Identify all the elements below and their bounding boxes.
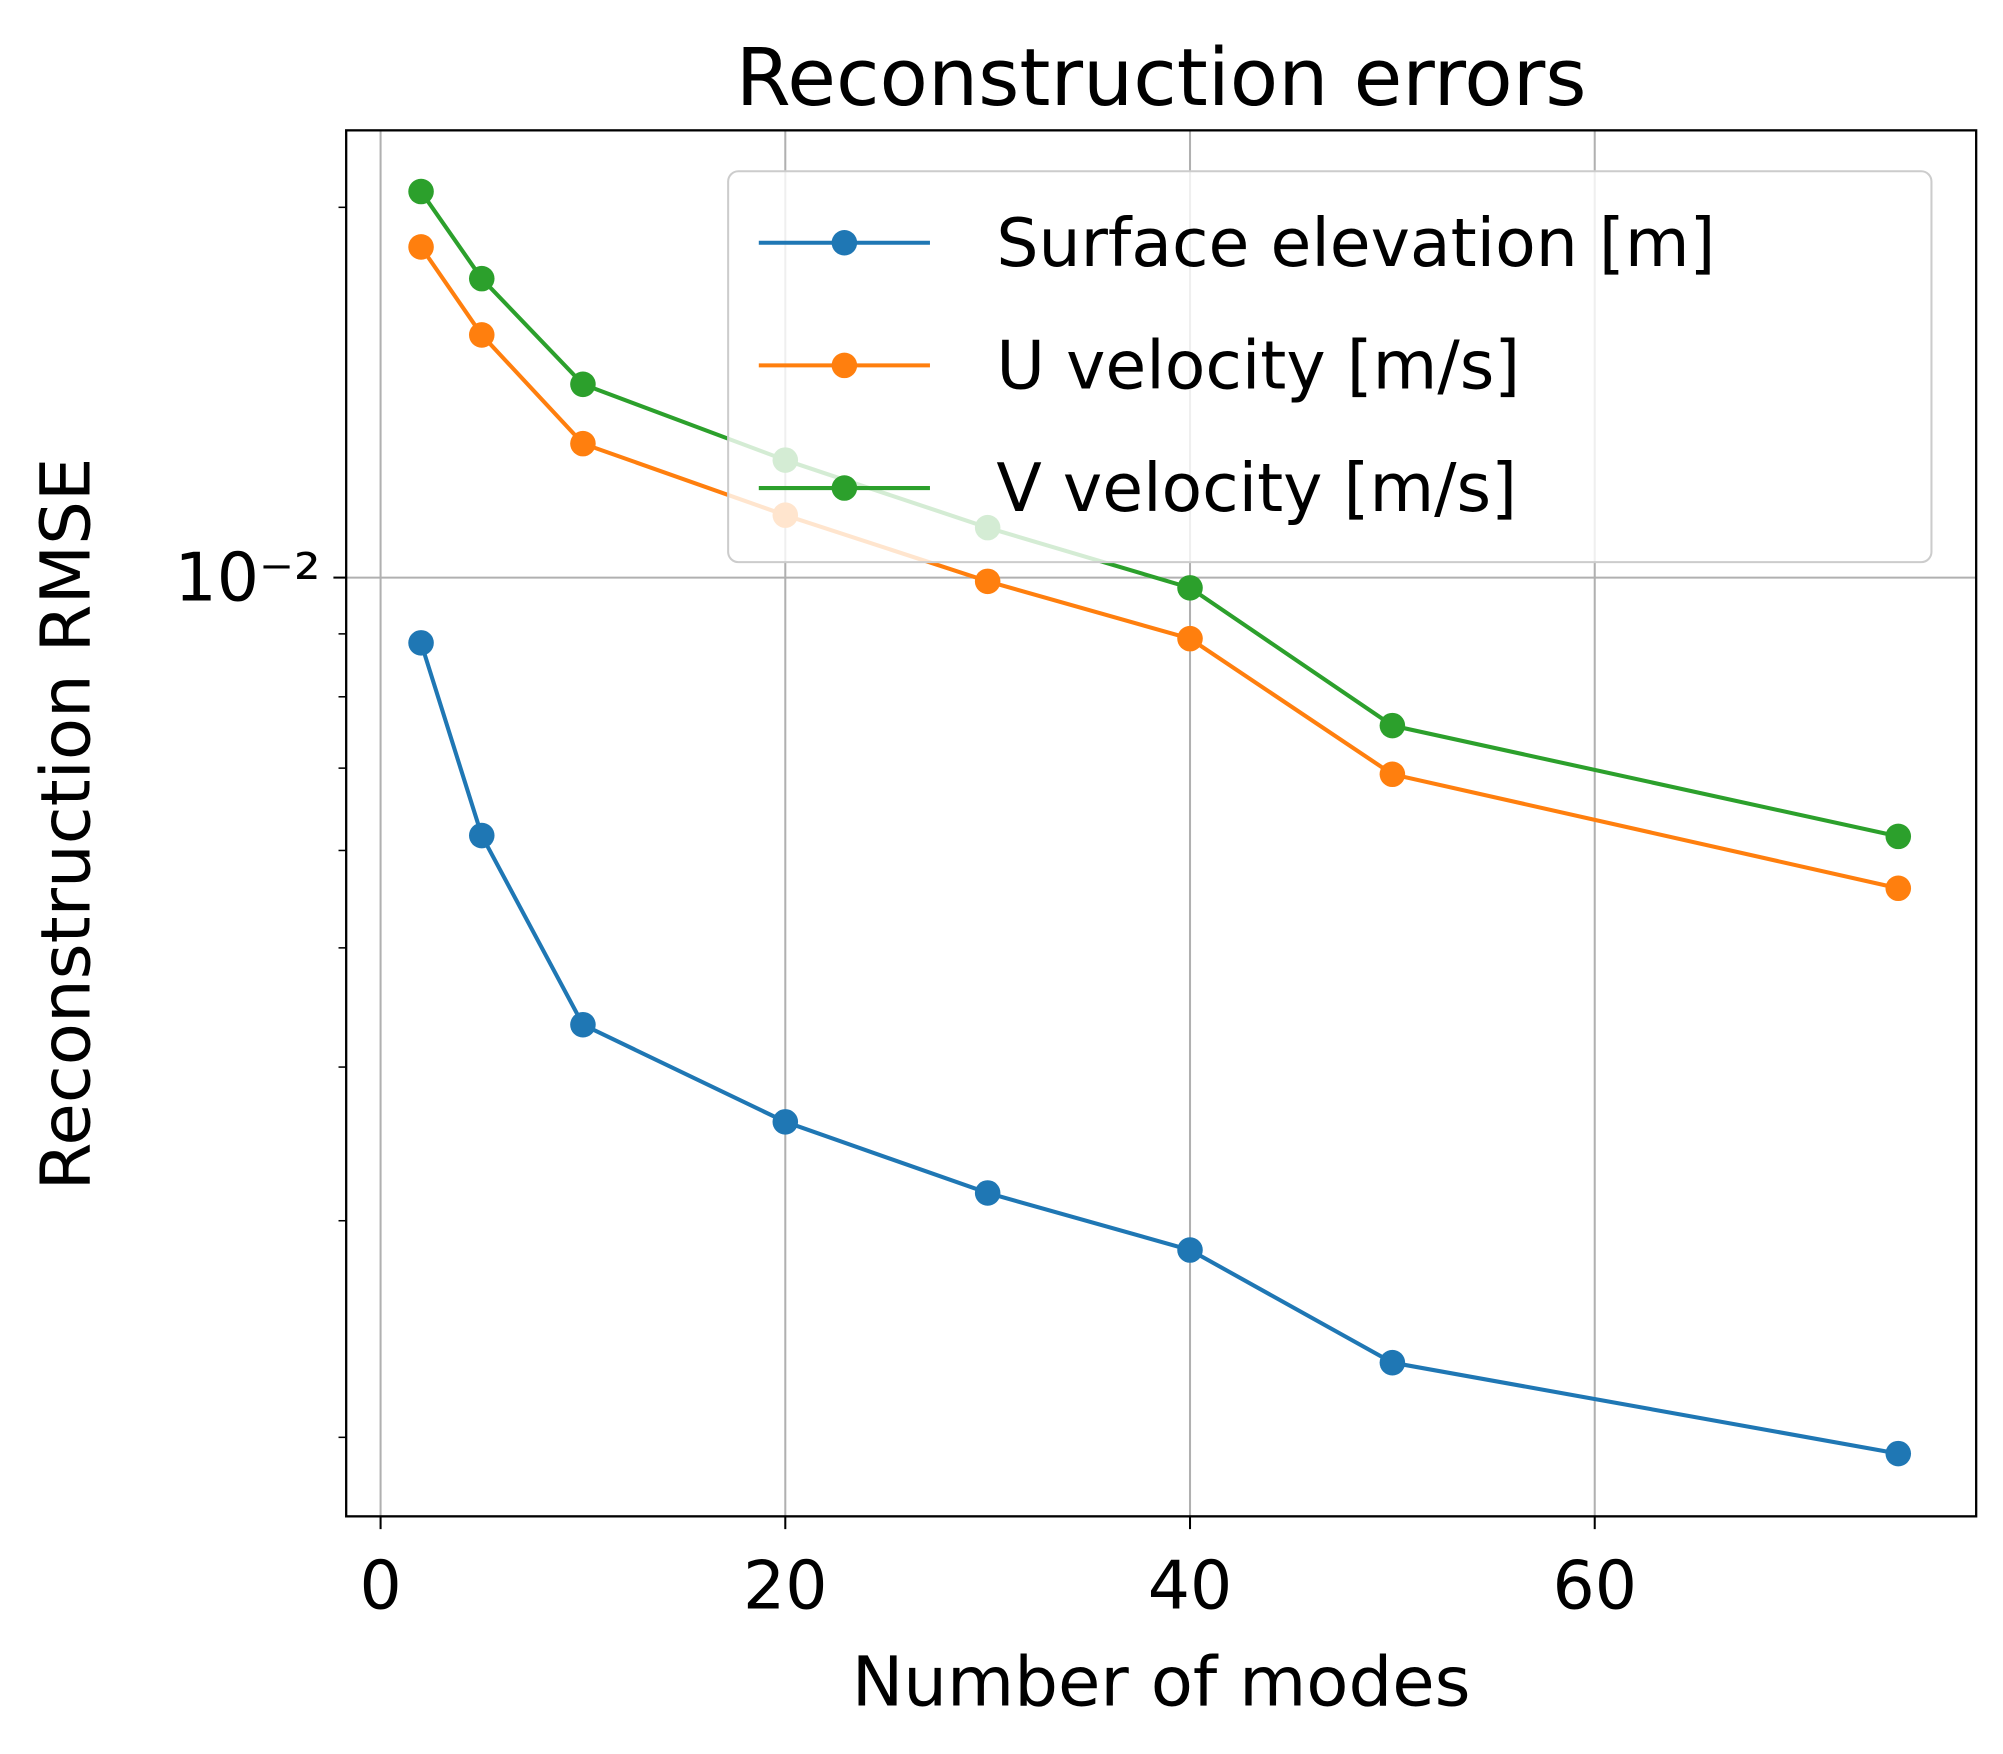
point	[1177, 625, 1203, 652]
point	[772, 1109, 799, 1135]
point	[570, 430, 596, 457]
point	[1379, 1349, 1406, 1376]
y-axis-label: Reconstruction RMSE	[26, 458, 106, 1191]
point	[468, 265, 495, 292]
point	[570, 371, 596, 398]
point	[468, 822, 495, 849]
legend: Surface elevation [m] U velocity [m/s] V v…	[727, 170, 1933, 564]
plot-frame	[345, 129, 1978, 1518]
x-tick-label: 40	[1148, 1546, 1233, 1624]
point	[1177, 575, 1203, 601]
point	[1379, 712, 1406, 739]
legend-marker	[831, 229, 858, 256]
series-line	[419, 642, 1899, 1456]
point	[1379, 761, 1406, 788]
legend-label: U velocity [m/s]	[996, 326, 1520, 404]
point	[468, 322, 495, 348]
legend-box	[727, 170, 1933, 564]
legend-label: Surface elevation [m]	[996, 204, 1715, 282]
point	[408, 630, 434, 656]
point	[974, 1180, 1001, 1206]
legend-marker	[831, 475, 858, 501]
legend-label: V velocity [m/s]	[996, 449, 1517, 527]
point	[1885, 823, 1912, 850]
point	[408, 178, 434, 205]
x-tick-label: 20	[743, 1546, 828, 1624]
point	[1885, 875, 1912, 902]
point	[974, 568, 1001, 595]
point	[1177, 1237, 1203, 1263]
x-axis-label: Number of modes	[852, 1642, 1471, 1722]
y-tick-label: 10⁻²	[174, 539, 320, 617]
chart-title: Reconstruction errors	[736, 31, 1587, 124]
point	[1885, 1440, 1912, 1467]
legend-marker	[831, 352, 858, 379]
x-tick-label: 0	[359, 1546, 401, 1624]
point	[570, 1011, 596, 1038]
x-tick-label: 60	[1552, 1546, 1637, 1624]
point	[408, 234, 434, 260]
